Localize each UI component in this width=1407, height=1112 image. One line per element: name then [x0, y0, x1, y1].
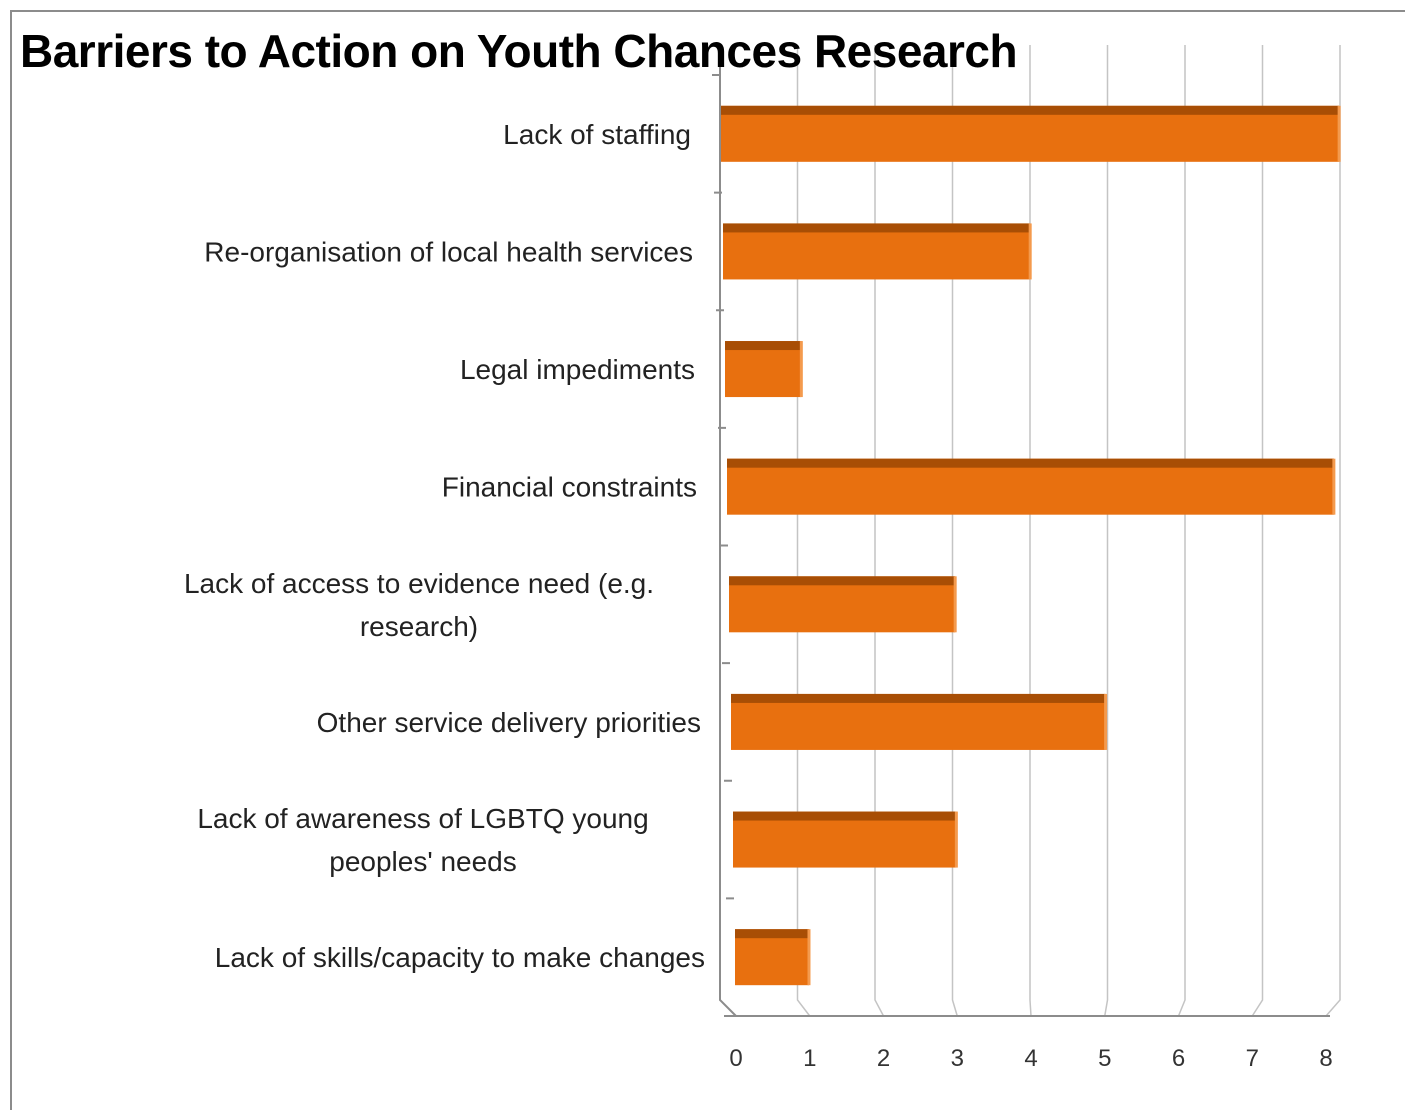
x-tick-label-8: 8 — [1319, 1045, 1332, 1072]
bar-6 — [731, 693, 1108, 750]
bar-5 — [729, 576, 957, 633]
category-label-1: Lack of staffing — [503, 119, 691, 150]
bar-top — [729, 576, 956, 586]
category-labels: Lack of staffing Re-organisation of local… — [184, 119, 705, 973]
bar-7 — [733, 811, 958, 868]
category-label-7: Lack of awareness of LGBTQ young peoples'… — [197, 803, 648, 877]
bar-face — [729, 576, 956, 633]
chart-title: Barriers to Action on Youth Chances Rese… — [20, 25, 1018, 77]
x-tick-label-7: 7 — [1246, 1045, 1259, 1072]
bar-face — [721, 105, 1340, 162]
x-tick-label-4: 4 — [1024, 1045, 1037, 1072]
bar-face — [733, 811, 957, 868]
x-tick-label-5: 5 — [1098, 1045, 1111, 1072]
bar-2 — [723, 223, 1032, 280]
bar-top — [725, 341, 802, 351]
bar-face — [731, 693, 1106, 750]
gridlines — [719, 45, 1341, 1017]
bar-top — [723, 223, 1031, 233]
gridline-x-3 — [951, 45, 958, 1017]
bar-face — [727, 458, 1334, 515]
bar-3 — [725, 341, 803, 398]
y-axis-line — [719, 45, 737, 1017]
gridline-x-5 — [1104, 45, 1109, 1017]
category-label-8: Lack of skills/capacity to make changes — [215, 942, 705, 973]
bar-top — [731, 693, 1106, 703]
x-tick-label-0: 0 — [729, 1045, 742, 1072]
category-label-6: Other service delivery priorities — [317, 707, 701, 738]
gridline-x-1 — [796, 45, 811, 1017]
bar-top — [735, 929, 809, 939]
x-tick-label-6: 6 — [1172, 1045, 1185, 1072]
gridline-x-7 — [1251, 45, 1264, 1017]
gridline-x-2 — [874, 45, 885, 1017]
category-label-4: Financial constraints — [442, 472, 697, 503]
bar-top — [733, 811, 957, 821]
bars — [721, 105, 1341, 986]
category-label-2: Re-organisation of local health services — [204, 236, 693, 267]
bar-face — [735, 929, 809, 986]
x-tick-labels: 0 1 2 3 4 5 6 7 8 — [729, 1045, 1332, 1072]
bar-face — [723, 223, 1031, 280]
x-tick-label-1: 1 — [803, 1045, 816, 1072]
bar-top — [721, 105, 1340, 115]
bar-face — [725, 341, 802, 398]
chart-frame — [10, 10, 1405, 1110]
gridline-x-4 — [1029, 45, 1032, 1017]
bar-8 — [735, 929, 811, 986]
bar-top — [727, 458, 1334, 468]
category-label-5: Lack of access to evidence need (e.g. res… — [184, 568, 654, 642]
gridline-x-8 — [1325, 45, 1341, 1017]
bar-4 — [727, 458, 1336, 515]
gridline-x-6 — [1177, 45, 1186, 1017]
axes — [712, 74, 1330, 1017]
x-tick-label-3: 3 — [951, 1045, 964, 1072]
category-label-3: Legal impediments — [460, 354, 695, 385]
x-tick-label-2: 2 — [877, 1045, 890, 1072]
bar-1 — [721, 105, 1341, 162]
